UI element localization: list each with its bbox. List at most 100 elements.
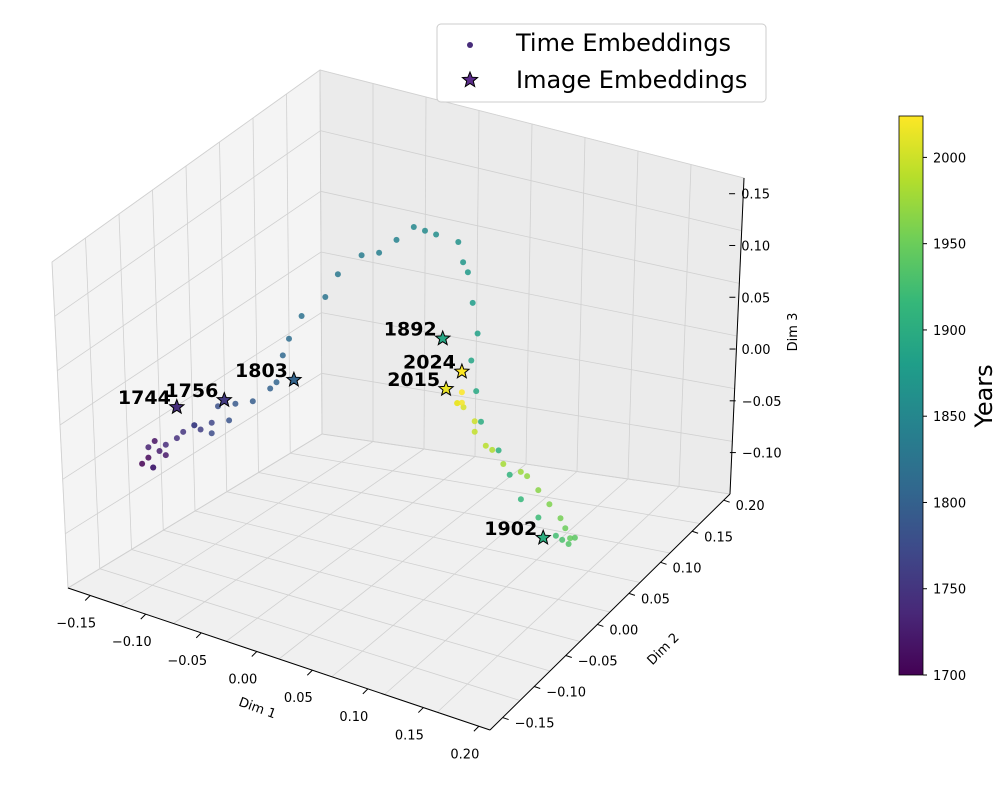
time-embedding-point xyxy=(433,231,440,238)
time-embedding-point xyxy=(474,330,481,337)
image-embedding-year-label: 1892 xyxy=(384,319,437,341)
image-embedding-year-label: 2024 xyxy=(403,352,456,374)
colorbar-tick-label: 2000 xyxy=(933,151,966,166)
y-tick-mark xyxy=(565,654,572,658)
colorbar-tick-label: 1750 xyxy=(933,583,966,598)
x-tick-mark xyxy=(140,613,147,620)
time-embedding-point xyxy=(464,269,471,276)
time-embedding-point xyxy=(197,426,204,433)
image-embedding-star xyxy=(215,391,233,408)
time-embedding-point xyxy=(460,404,467,411)
x-tick-mark xyxy=(84,595,91,601)
time-embedding-point xyxy=(571,534,578,541)
time-embedding-point xyxy=(358,252,365,259)
y-tick-mark xyxy=(502,717,509,721)
y-tick-label: 0.10 xyxy=(673,561,702,576)
image-embedding-year-label: 1756 xyxy=(165,380,218,402)
time-embedding-point xyxy=(500,461,507,467)
z-tick-label: −0.05 xyxy=(742,395,782,410)
colorbar-tick-label: 1850 xyxy=(933,410,966,425)
z-axis-line xyxy=(729,177,745,495)
time-embedding-point xyxy=(557,515,564,522)
grid-line-x xyxy=(331,471,578,678)
gridlines xyxy=(51,69,745,731)
time-embedding-point xyxy=(393,236,400,243)
y-tick-label: −0.15 xyxy=(515,717,555,732)
time-embedding-point xyxy=(469,299,476,306)
time-embedding-point xyxy=(559,536,566,543)
x-axis-line xyxy=(67,587,491,731)
time-embedding-point xyxy=(482,442,489,449)
axis-ticks: −0.15 −0.10 −0.05 0.00 0.05 0.10 0.15 0.20 −0.15… xyxy=(56,188,781,763)
x-tick-mark xyxy=(473,725,480,732)
time-embedding-point xyxy=(552,532,559,539)
time-embedding-point xyxy=(191,422,198,429)
x-tick-label: 0.00 xyxy=(228,673,257,688)
time-embedding-point xyxy=(471,428,478,435)
x-tick-mark xyxy=(306,669,313,676)
grid-line-y xyxy=(290,452,701,524)
grid-line-z xyxy=(57,190,740,371)
y-tick-label: 0.15 xyxy=(704,530,733,545)
image-embedding-year-label: 2015 xyxy=(387,369,440,391)
grid-line-z xyxy=(67,433,731,589)
y-tick-mark xyxy=(628,592,636,596)
y-tick-label: 0.05 xyxy=(641,592,670,607)
time-embedding-point xyxy=(478,418,484,425)
legend-star-marker xyxy=(461,70,479,88)
x-axis-label: Dim 1 xyxy=(236,695,277,722)
time-embedding-point xyxy=(410,224,417,230)
time-embedding-point xyxy=(267,385,274,392)
time-embedding-point xyxy=(215,403,221,410)
image-embedding-stars xyxy=(168,329,552,546)
z-tick-label: 0.05 xyxy=(741,291,770,306)
y-tick-label: −0.10 xyxy=(546,686,586,701)
grid-line-x xyxy=(384,478,629,695)
y-tick-mark xyxy=(534,686,541,690)
time-embedding-point xyxy=(139,460,146,467)
z-tick-label: 0.15 xyxy=(741,188,770,203)
image-embedding-star xyxy=(453,362,471,379)
time-embedding-point xyxy=(565,541,572,547)
time-embedding-point xyxy=(273,379,280,386)
colorbar-gradient xyxy=(898,115,924,676)
grid-line-z xyxy=(62,312,735,480)
time-embedding-point xyxy=(232,400,239,407)
time-embedding-point xyxy=(546,501,553,508)
x-tick-mark xyxy=(251,651,258,657)
x-tick-label: 0.15 xyxy=(395,729,424,744)
grid-line-y xyxy=(258,472,671,554)
image-embedding-star xyxy=(285,370,303,388)
legend-label-image: Image Embeddings xyxy=(516,66,747,94)
x-tick-label: −0.10 xyxy=(112,635,152,650)
time-embedding-point xyxy=(334,271,341,278)
legend: Time Embeddings Image Embeddings xyxy=(436,23,767,103)
time-embedding-point xyxy=(460,259,467,266)
image-embedding-star xyxy=(534,528,552,546)
time-embedding-point xyxy=(249,398,256,405)
colorbar-tick-label: 1700 xyxy=(933,669,966,684)
x-tick-label: 0.20 xyxy=(450,747,479,762)
x-tick-label: −0.15 xyxy=(56,616,96,631)
legend-label-time: Time Embeddings xyxy=(515,29,731,57)
y-axis-line xyxy=(489,493,731,731)
x-tick-mark xyxy=(418,707,424,713)
y-tick-mark xyxy=(691,530,699,534)
grid-line-y xyxy=(194,510,611,613)
time-embedding-point xyxy=(535,487,542,494)
time-embedding-point xyxy=(208,419,215,426)
colorbar-label: Years xyxy=(970,364,998,428)
time-embedding-point xyxy=(535,514,542,521)
time-embedding-point xyxy=(471,418,478,425)
time-embedding-point xyxy=(495,447,502,454)
image-embedding-year-label: 1902 xyxy=(484,518,537,540)
y-tick-mark xyxy=(723,499,730,503)
z-tick-label: 0.00 xyxy=(742,343,771,358)
y-tick-mark xyxy=(597,623,604,627)
time-embedding-point xyxy=(298,313,305,319)
colorbar-tick-label: 1800 xyxy=(933,496,966,511)
image-embedding-year-label: 1744 xyxy=(118,387,171,409)
x-tick-mark xyxy=(195,632,202,639)
